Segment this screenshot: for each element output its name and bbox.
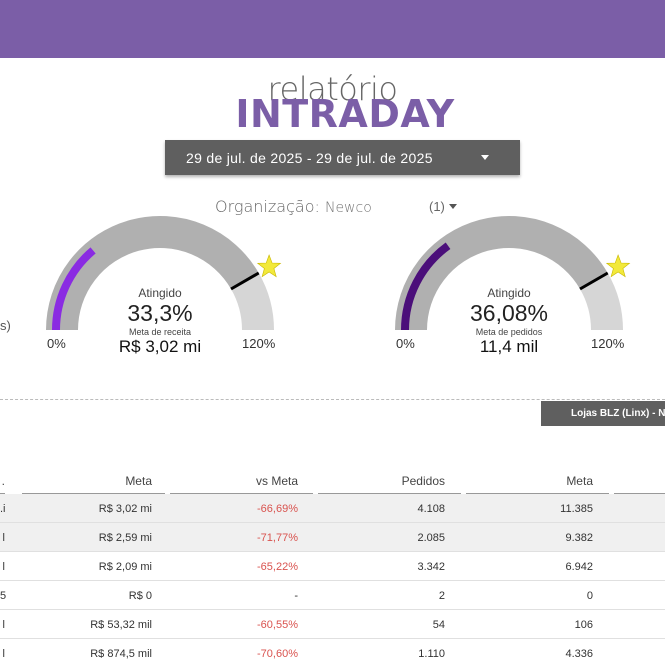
gauge-over-track (230, 273, 274, 331)
table-cell: R$ 2,59 mi (98, 532, 152, 544)
gauge-target-marker (579, 271, 609, 291)
gauge-percent: 36,08% (469, 300, 548, 326)
gauge-meta-label: Meta de receita (128, 327, 192, 337)
table-cell: 3.342 (417, 561, 445, 573)
chevron-down-icon (481, 155, 489, 160)
column-header[interactable]: Meta (466, 472, 609, 494)
gauge-target-marker (230, 271, 260, 291)
column-header[interactable]: . (0, 472, 5, 494)
caret-down-icon (448, 204, 457, 209)
gauge-value-bar (52, 247, 96, 331)
table-cell: -60,55% (257, 619, 298, 631)
gauge-meta-value: 11,4 mil (479, 337, 539, 356)
column-header[interactable]: vs Meta (170, 472, 313, 494)
organization-filter-dropdown[interactable]: (1) (429, 199, 457, 214)
gauge-min-label: 0% (47, 336, 66, 351)
table-cell: 9.382 (565, 532, 593, 544)
organization-count: (1) (429, 199, 445, 214)
table-header: . Meta vs Meta Pedidos Meta (0, 472, 665, 494)
report-title-small: relatório (267, 70, 398, 108)
report-title-big: INTRADAY (235, 92, 455, 136)
orders-gauge-text: Atingido 36,08% Meta de pedidos 11,4 mil (429, 286, 589, 357)
table-row[interactable]: l R$ 2,59 mi -71,77% 2.085 9.382 (0, 523, 665, 552)
column-header-overflow (614, 472, 665, 494)
table-cell: 2 (438, 590, 445, 602)
gauge-value-bar (401, 242, 451, 331)
table-row[interactable]: l R$ 874,5 mil -70,60% 1.110 4.336 (0, 639, 665, 665)
organization-filter-label: Organização: Newco (215, 197, 372, 216)
table-cell: 1.110 (418, 648, 445, 660)
table-cell: -65,22% (257, 561, 298, 573)
table-cell: 5 (0, 590, 7, 602)
gauge-attained-label: Atingido (487, 286, 531, 300)
star-icon (256, 254, 282, 278)
table-cell: l (2, 648, 5, 660)
table-cell: 54 (432, 619, 445, 631)
table-cell: 4.108 (417, 503, 445, 515)
table-cell: - (294, 590, 298, 602)
date-range-picker[interactable]: 29 de jul. de 2025 - 29 de jul. de 2025 (165, 140, 520, 175)
gauge-over-track (579, 273, 623, 331)
table-cell: -71,77% (257, 532, 298, 544)
table-row[interactable]: .i R$ 3,02 mi -66,69% 4.108 11.385 (0, 494, 665, 523)
gauge-meta-value: R$ 3,02 mi (118, 337, 202, 356)
table-row[interactable]: l R$ 2,09 mi -65,22% 3.342 6.942 (0, 552, 665, 581)
top-bar (0, 0, 665, 58)
gauge-percent: 33,3% (127, 300, 193, 326)
revenue-gauge-text: Atingido 33,3% Meta de receita R$ 3,02 m… (80, 286, 240, 357)
left-edge-text: s) (0, 318, 11, 333)
table-cell: 0 (586, 590, 593, 602)
column-header[interactable]: Meta (22, 472, 165, 494)
table-cell: 6.942 (565, 561, 593, 573)
gauge-min-label: 0% (396, 336, 415, 351)
gauge-max-label: 120% (242, 336, 276, 351)
table-cell: R$ 53,32 mil (90, 619, 152, 631)
table-cell: R$ 874,5 mil (90, 648, 152, 660)
gauge-track (46, 216, 259, 331)
star-icon (605, 254, 631, 278)
table-cell: l (2, 561, 5, 573)
table-cell: -66,69% (257, 503, 298, 515)
table-row[interactable]: 5 R$ 0 - 2 0 (0, 581, 665, 610)
table-cell: l (2, 619, 5, 631)
gauge-meta-label: Meta de pedidos (475, 327, 543, 337)
organization-value: Newco (324, 200, 372, 216)
gauge-track (395, 216, 608, 331)
gauge-max-label: 120% (591, 336, 625, 351)
table-cell: 106 (574, 619, 593, 631)
table-cell: .i (0, 503, 6, 515)
table-cell: R$ 3,02 mi (98, 503, 152, 515)
organization-label: Organização: (215, 197, 320, 216)
table-cell: 11.385 (560, 503, 593, 515)
table-cell: 2.085 (417, 532, 445, 544)
store-tab[interactable]: Lojas BLZ (Linx) - N (541, 401, 665, 426)
table-cell: R$ 2,09 mi (98, 561, 152, 573)
table-row[interactable]: l R$ 53,32 mil -60,55% 54 106 (0, 610, 665, 639)
date-range-label: 29 de jul. de 2025 - 29 de jul. de 2025 (186, 149, 433, 166)
table-cell: -70,60% (257, 648, 298, 660)
column-header[interactable]: Pedidos (318, 472, 461, 494)
table-cell: l (2, 532, 5, 544)
table-cell: R$ 0 (128, 590, 152, 602)
table-cell: 4.336 (565, 648, 593, 660)
section-divider (0, 399, 665, 400)
gauge-attained-label: Atingido (138, 286, 182, 300)
